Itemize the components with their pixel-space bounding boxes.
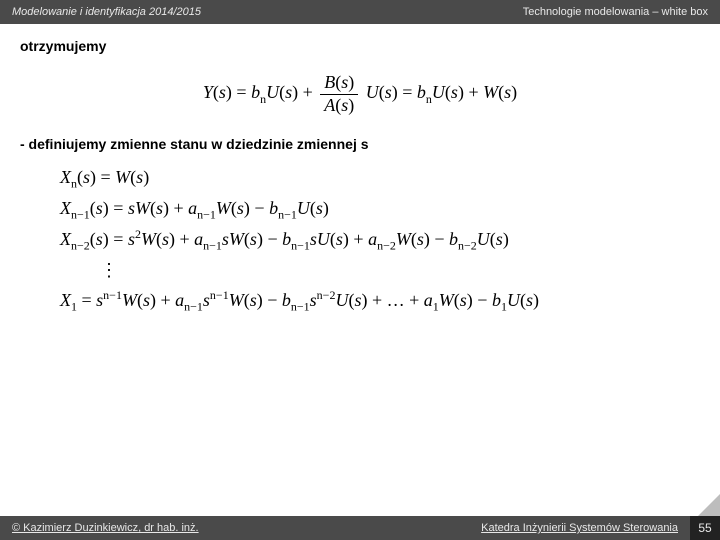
page-number: 55 [690, 516, 720, 540]
equation-vdots: ⋮ [100, 257, 700, 284]
footer-author: © Kazimierz Duzinkiewicz, dr hab. inż. [12, 522, 199, 534]
intro-text: otrzymujemy [20, 38, 700, 54]
slide-content: otrzymujemy Y(s) = bnU(s) + B(s)A(s) U(s… [0, 24, 720, 316]
equation-main: Y(s) = bnU(s) + B(s)A(s) U(s) = bnU(s) +… [20, 72, 700, 116]
footer-department: Katedra Inżynierii Systemów Sterowania [481, 522, 678, 534]
header-topic: Technologie modelowania – white box [523, 6, 708, 18]
equation-x1: X1 = sn−1W(s) + an−1sn−1W(s) − bn−1sn−2U… [60, 286, 700, 316]
equation-xn-1: Xn−1(s) = sW(s) + an−1W(s) − bn−1U(s) [60, 195, 700, 224]
slide-header: Modelowanie i identyfikacja 2014/2015 Te… [0, 0, 720, 24]
definition-text: - definiujemy zmienne stanu w dziedzinie… [20, 136, 700, 152]
corner-fold-icon [698, 494, 720, 516]
equation-xn-2: Xn−2(s) = s2W(s) + an−1sW(s) − bn−1sU(s)… [60, 225, 700, 255]
equation-xn: Xn(s) = W(s) [60, 164, 700, 193]
header-course-title: Modelowanie i identyfikacja 2014/2015 [12, 6, 201, 18]
slide-footer: © Kazimierz Duzinkiewicz, dr hab. inż. K… [0, 516, 720, 540]
